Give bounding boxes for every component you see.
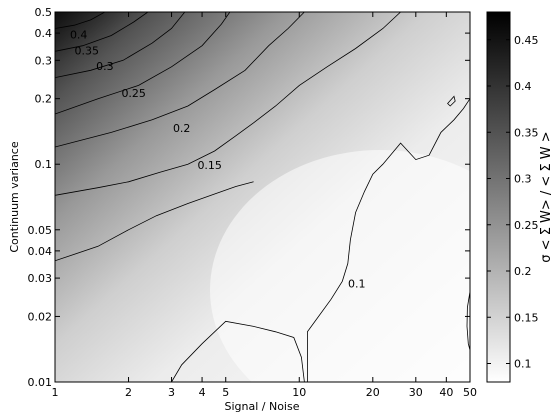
colorbar-tick-label: 0.1 (514, 358, 532, 371)
y-tick-label: 0.04 (28, 245, 53, 258)
y-tick-label: 0.3 (35, 54, 53, 67)
contour-label-0.25: 0.25 (121, 87, 146, 100)
contour-labels: 0.4 0.35 0.3 0.25 0.2 0.15 0.1 (70, 29, 366, 291)
colorbar: 0.1 0.15 0.2 0.25 0.3 0.35 0.4 0.45 σ < Σ W> / … (486, 11, 554, 383)
x-tick-label: 40 (439, 386, 453, 399)
x-tick-label: 20 (366, 386, 380, 399)
y-tick-label: 0.2 (35, 93, 53, 106)
contour-line-0.15-5 (55, 12, 401, 196)
x-tick-label: 2 (125, 386, 132, 399)
contour-line-0.3-2 (55, 12, 186, 78)
colorbar-tick-label: 0.35 (514, 126, 539, 139)
contour-line-0.1-10 (466, 291, 470, 351)
x-tick-label: 3 (168, 386, 175, 399)
x-tick-label: 4 (199, 386, 206, 399)
contour-label-0.35: 0.35 (75, 44, 100, 57)
y-tick-label: 0.03 (28, 272, 53, 285)
contour-label-0.15: 0.15 (197, 159, 222, 172)
contour-line-0.25-3 (55, 12, 231, 115)
x-axis-ticks: 1 2 3 4 5 10 20 30 40 50 (52, 12, 477, 399)
y-axis-ticks: 0.01 0.02 0.03 0.04 0.05 0.1 0.2 0.3 0.4 0.5 (28, 6, 470, 389)
x-tick-label: 10 (292, 386, 306, 399)
dark-corner-shade (55, 12, 165, 82)
colorbar-tick-label: 0.3 (514, 173, 532, 186)
contour-line-0.2-4 (55, 12, 305, 148)
y-tick-label: 0.4 (35, 27, 53, 40)
contour-label-0.4: 0.4 (70, 29, 88, 42)
colorbar-tick-label: 0.2 (514, 265, 532, 278)
contour-label-0.3: 0.3 (96, 60, 114, 73)
x-tick-label: 1 (52, 386, 59, 399)
colorbar-tick-label: 0.25 (514, 219, 539, 232)
y-tick-label: 0.02 (28, 310, 53, 323)
y-axis-label: Continuum variance (8, 141, 21, 252)
contour-line-0.35-1 (55, 12, 149, 52)
colorbar-ticks: 0.1 0.15 0.2 0.25 0.3 0.35 0.4 0.45 (487, 34, 539, 371)
y-tick-label: 0.01 (28, 376, 53, 389)
y-tick-label: 0.5 (35, 6, 53, 19)
contour-line-0.4-0 (55, 12, 106, 29)
x-tick-label: 30 (409, 386, 423, 399)
x-tick-label: 5 (222, 386, 229, 399)
contour-lines (55, 12, 470, 382)
colorbar-scale (486, 11, 511, 383)
contour-label-0.2: 0.2 (173, 122, 191, 135)
y-tick-label: 0.1 (35, 158, 53, 171)
y-tick-label: 0.05 (28, 224, 53, 237)
contour-line-0.1-9 (447, 95, 456, 107)
light-region-shade (210, 150, 470, 382)
contour-label-0.1: 0.1 (348, 278, 366, 291)
colorbar-label: σ < Σ W> / < Σ W > (539, 131, 554, 262)
colorbar-tick-label: 0.4 (514, 80, 532, 93)
contour-line-0.1-8 (171, 320, 305, 382)
colorbar-tick-label: 0.15 (514, 311, 539, 324)
contour-line-0.1-7 (307, 98, 470, 382)
x-axis-label: Signal / Noise (224, 400, 299, 413)
contour-line-0.1-6 (55, 181, 254, 262)
plot-frame (54, 11, 471, 383)
colorbar-tick-label: 0.45 (514, 34, 539, 47)
x-tick-label: 50 (463, 386, 477, 399)
